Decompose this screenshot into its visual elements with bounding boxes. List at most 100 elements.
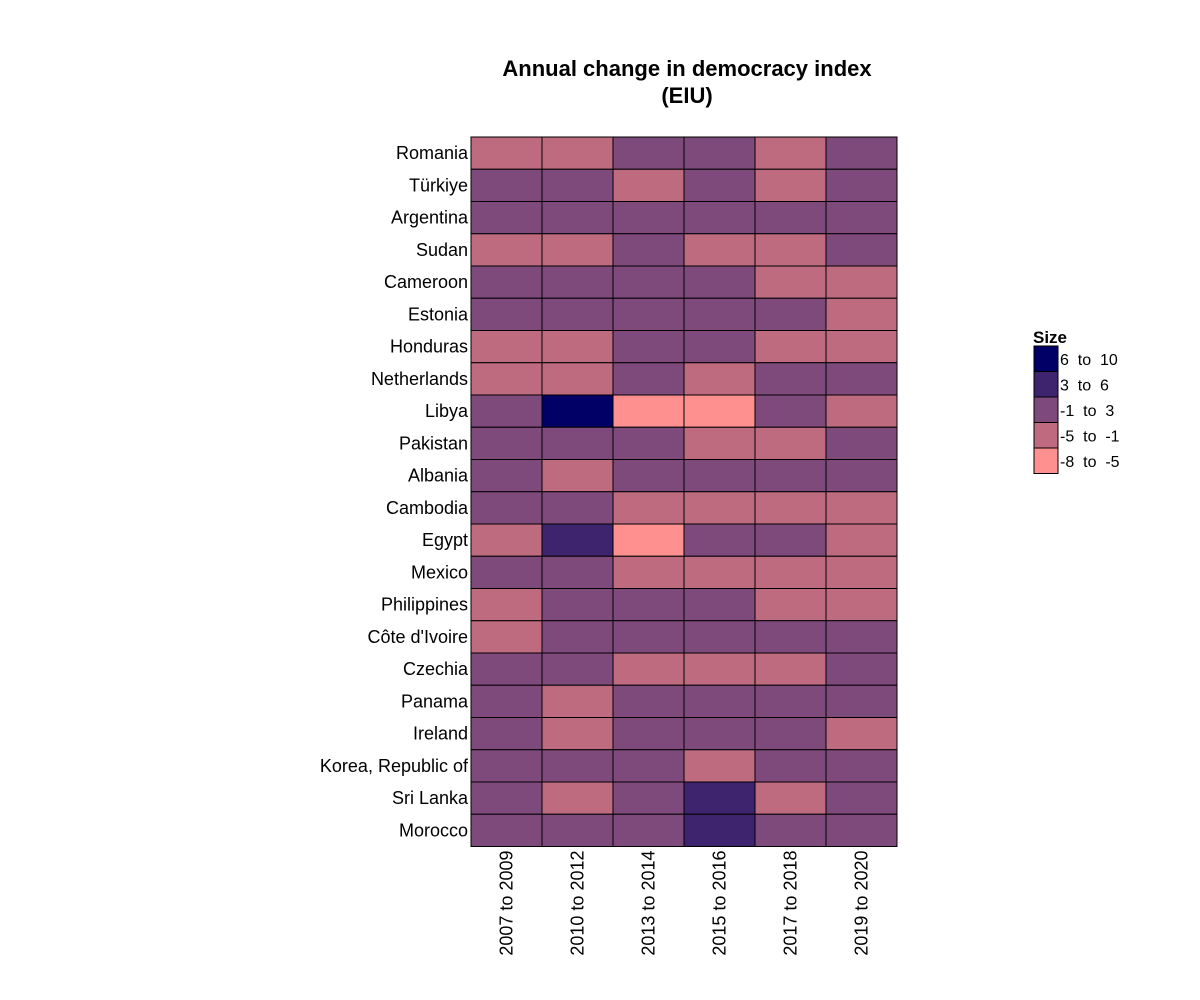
heatmap-cell-korea-republic-of-6 [825,749,898,783]
heatmap-cell-cambodia-3 [612,491,685,525]
heatmap-cell-panama-3 [612,684,685,718]
heatmap-cell-mexico-1 [470,555,543,589]
heatmap-cell-libya-4 [683,394,756,428]
row-label-ireland: Ireland [413,724,468,744]
heatmap-cell-ireland-1 [470,717,543,751]
heatmap-cell-korea-republic-of-2 [541,749,614,783]
row-label-estonia: Estonia [408,304,469,324]
heatmap-cell-czechia-5 [754,652,827,686]
heatmap-cell-argentina-6 [825,201,898,235]
heatmap-cell-mexico-3 [612,555,685,589]
heatmap-cell-cote-d-ivoire-1 [470,620,543,654]
column-label-4: 2015 to 2016 [710,851,730,956]
heatmap-cell-turkiye-3 [612,168,685,202]
heatmap-cell-panama-2 [541,684,614,718]
heatmap-cell-turkiye-5 [754,168,827,202]
heatmap-cell-pakistan-6 [825,426,898,460]
heatmap-cell-estonia-4 [683,297,756,331]
legend-swatch-5 [1033,447,1059,474]
heatmap-cell-ireland-5 [754,717,827,751]
heatmap-cell-ireland-6 [825,717,898,751]
column-label-3: 2013 to 2014 [639,851,659,956]
column-label-6: 2019 to 2020 [852,851,872,956]
heatmap-cell-pakistan-2 [541,426,614,460]
row-labels: Romania Türkiye Argentina Sudan Cameroon Esto… [320,143,469,840]
heatmap-cell-turkiye-1 [470,168,543,202]
heatmap-cell-philippines-1 [470,588,543,622]
heatmap-cell-sudan-1 [470,233,543,267]
heatmap-cell-morocco-3 [612,813,685,847]
heatmap-cell-cambodia-4 [683,491,756,525]
legend-swatch-1 [1033,345,1059,372]
legend-label-1: 6 to 10 [1060,352,1118,369]
legend-label-4: -5 to -1 [1060,428,1120,445]
heatmap-cell-philippines-5 [754,588,827,622]
heatmap-cell-pakistan-4 [683,426,756,460]
heatmap-cell-korea-republic-of-4 [683,749,756,783]
heatmap-cell-turkiye-6 [825,168,898,202]
column-label-2: 2010 to 2012 [568,851,588,956]
legend: Size 6 to 10 3 to 6 -1 to 3 -5 to -1 -8 to -… [1033,328,1120,474]
row-label-libya: Libya [425,401,469,421]
heatmap-cell-panama-4 [683,684,756,718]
legend-swatch-2 [1033,371,1059,398]
heatmap-cell-morocco-5 [754,813,827,847]
heatmap-cell-libya-2 [541,394,614,428]
chart-title-line-1: Annual change in democracy index [502,56,872,81]
heatmap-cell-cote-d-ivoire-5 [754,620,827,654]
heatmap-cells [470,136,898,847]
heatmap-cell-cambodia-1 [470,491,543,525]
legend-swatch-3 [1033,396,1059,423]
row-label-philippines: Philippines [381,595,468,615]
heatmap-cell-turkiye-4 [683,168,756,202]
heatmap-cell-pakistan-3 [612,426,685,460]
heatmap-cell-egypt-1 [470,523,543,557]
heatmap-cell-cameroon-6 [825,265,898,299]
heatmap-cell-morocco-6 [825,813,898,847]
heatmap-cell-cambodia-6 [825,491,898,525]
heatmap-cell-estonia-5 [754,297,827,331]
heatmap-cell-czechia-1 [470,652,543,686]
heatmap-cell-mexico-4 [683,555,756,589]
heatmap-cell-czechia-4 [683,652,756,686]
heatmap-cell-philippines-3 [612,588,685,622]
heatmap-cell-romania-6 [825,136,898,170]
heatmap-cell-estonia-3 [612,297,685,331]
heatmap-cell-netherlands-2 [541,362,614,396]
heatmap-cell-sudan-2 [541,233,614,267]
heatmap-cell-korea-republic-of-3 [612,749,685,783]
heatmap-cell-czechia-6 [825,652,898,686]
heatmap-cell-sudan-3 [612,233,685,267]
heatmap-cell-egypt-4 [683,523,756,557]
heatmap-cell-cote-d-ivoire-3 [612,620,685,654]
heatmap-cell-honduras-3 [612,330,685,364]
heatmap-cell-netherlands-6 [825,362,898,396]
heatmap-cell-argentina-3 [612,201,685,235]
heatmap-cell-panama-6 [825,684,898,718]
heatmap-cell-mexico-2 [541,555,614,589]
heatmap-cell-cameroon-3 [612,265,685,299]
heatmap-cell-sudan-6 [825,233,898,267]
heatmap-cell-sri-lanka-4 [683,781,756,815]
column-label-1: 2007 to 2009 [497,851,517,956]
heatmap-cell-sri-lanka-1 [470,781,543,815]
legend-label-3: -1 to 3 [1060,403,1114,420]
heatmap-cell-mexico-6 [825,555,898,589]
heatmap-cell-sri-lanka-2 [541,781,614,815]
heatmap-cell-pakistan-5 [754,426,827,460]
heatmap-cell-egypt-2 [541,523,614,557]
heatmap-cell-egypt-3 [612,523,685,557]
heatmap-cell-pakistan-1 [470,426,543,460]
heatmap-cell-albania-4 [683,459,756,493]
row-label-cambodia: Cambodia [386,498,469,518]
legend-swatch-4 [1033,422,1059,449]
heatmap-cell-egypt-5 [754,523,827,557]
heatmap-cell-korea-republic-of-5 [754,749,827,783]
heatmap-cell-honduras-4 [683,330,756,364]
heatmap-cell-ireland-4 [683,717,756,751]
heatmap-cell-netherlands-3 [612,362,685,396]
heatmap-cell-philippines-6 [825,588,898,622]
heatmap-cell-cameroon-1 [470,265,543,299]
column-labels: 2007 to 2009 2010 to 2012 2013 to 2014 2015… [497,851,872,956]
